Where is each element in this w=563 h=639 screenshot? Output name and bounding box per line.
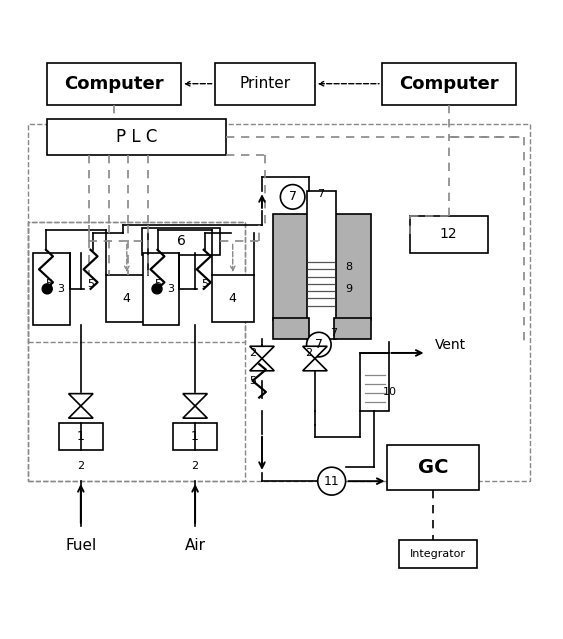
- Text: 8: 8: [345, 261, 352, 272]
- Bar: [212, 275, 253, 322]
- Polygon shape: [250, 358, 274, 371]
- Bar: [28, 222, 245, 481]
- Bar: [142, 227, 220, 256]
- Bar: [33, 252, 70, 325]
- Bar: [106, 275, 148, 322]
- Text: P L C: P L C: [116, 128, 157, 146]
- Polygon shape: [183, 406, 207, 418]
- Text: Computer: Computer: [399, 75, 499, 93]
- Text: 1: 1: [77, 430, 85, 443]
- Text: 7: 7: [315, 338, 323, 351]
- Polygon shape: [69, 406, 93, 418]
- Text: 3: 3: [167, 284, 174, 294]
- Polygon shape: [69, 394, 93, 406]
- Text: 6: 6: [177, 235, 186, 249]
- Text: 1: 1: [191, 430, 199, 443]
- Bar: [360, 353, 388, 412]
- Bar: [47, 63, 181, 105]
- Text: 10: 10: [383, 387, 397, 397]
- Text: 5: 5: [87, 279, 94, 289]
- Circle shape: [318, 467, 346, 495]
- Bar: [28, 125, 530, 481]
- Text: 2: 2: [77, 461, 84, 471]
- Text: Integrator: Integrator: [410, 549, 466, 558]
- Bar: [387, 445, 479, 489]
- Circle shape: [280, 185, 305, 209]
- Text: Fuel: Fuel: [65, 538, 96, 553]
- Text: 4: 4: [123, 292, 131, 305]
- Bar: [307, 191, 336, 339]
- Text: 3: 3: [57, 284, 64, 294]
- Bar: [59, 422, 103, 450]
- Text: 7: 7: [330, 328, 337, 339]
- Text: 2: 2: [191, 461, 199, 471]
- Text: 7: 7: [289, 190, 297, 203]
- Text: 4: 4: [229, 292, 236, 305]
- Text: 5: 5: [249, 376, 256, 386]
- Text: 5: 5: [201, 279, 208, 289]
- Polygon shape: [183, 394, 207, 406]
- Text: GC: GC: [418, 458, 449, 477]
- Bar: [173, 422, 217, 450]
- Text: 5: 5: [154, 279, 160, 289]
- Bar: [143, 252, 180, 325]
- Text: 2: 2: [305, 348, 312, 358]
- Bar: [47, 119, 226, 155]
- Bar: [28, 222, 245, 342]
- Text: 2: 2: [249, 348, 256, 358]
- Text: 7: 7: [317, 189, 324, 199]
- Bar: [273, 318, 310, 339]
- Text: 5: 5: [45, 279, 52, 289]
- Circle shape: [307, 332, 331, 357]
- Text: 9: 9: [345, 284, 352, 294]
- Polygon shape: [303, 346, 327, 358]
- Bar: [334, 213, 370, 320]
- Text: Printer: Printer: [239, 77, 291, 91]
- Polygon shape: [250, 346, 274, 358]
- Text: Air: Air: [185, 538, 205, 553]
- Circle shape: [152, 284, 162, 294]
- Circle shape: [42, 284, 52, 294]
- Text: 11: 11: [324, 475, 339, 488]
- Bar: [399, 540, 477, 567]
- Bar: [382, 63, 516, 105]
- Bar: [334, 318, 370, 339]
- Bar: [215, 63, 315, 105]
- Polygon shape: [303, 358, 327, 371]
- Text: Computer: Computer: [64, 75, 164, 93]
- Bar: [273, 213, 310, 320]
- Bar: [410, 217, 488, 252]
- Text: Vent: Vent: [435, 337, 466, 351]
- Text: 12: 12: [440, 227, 458, 242]
